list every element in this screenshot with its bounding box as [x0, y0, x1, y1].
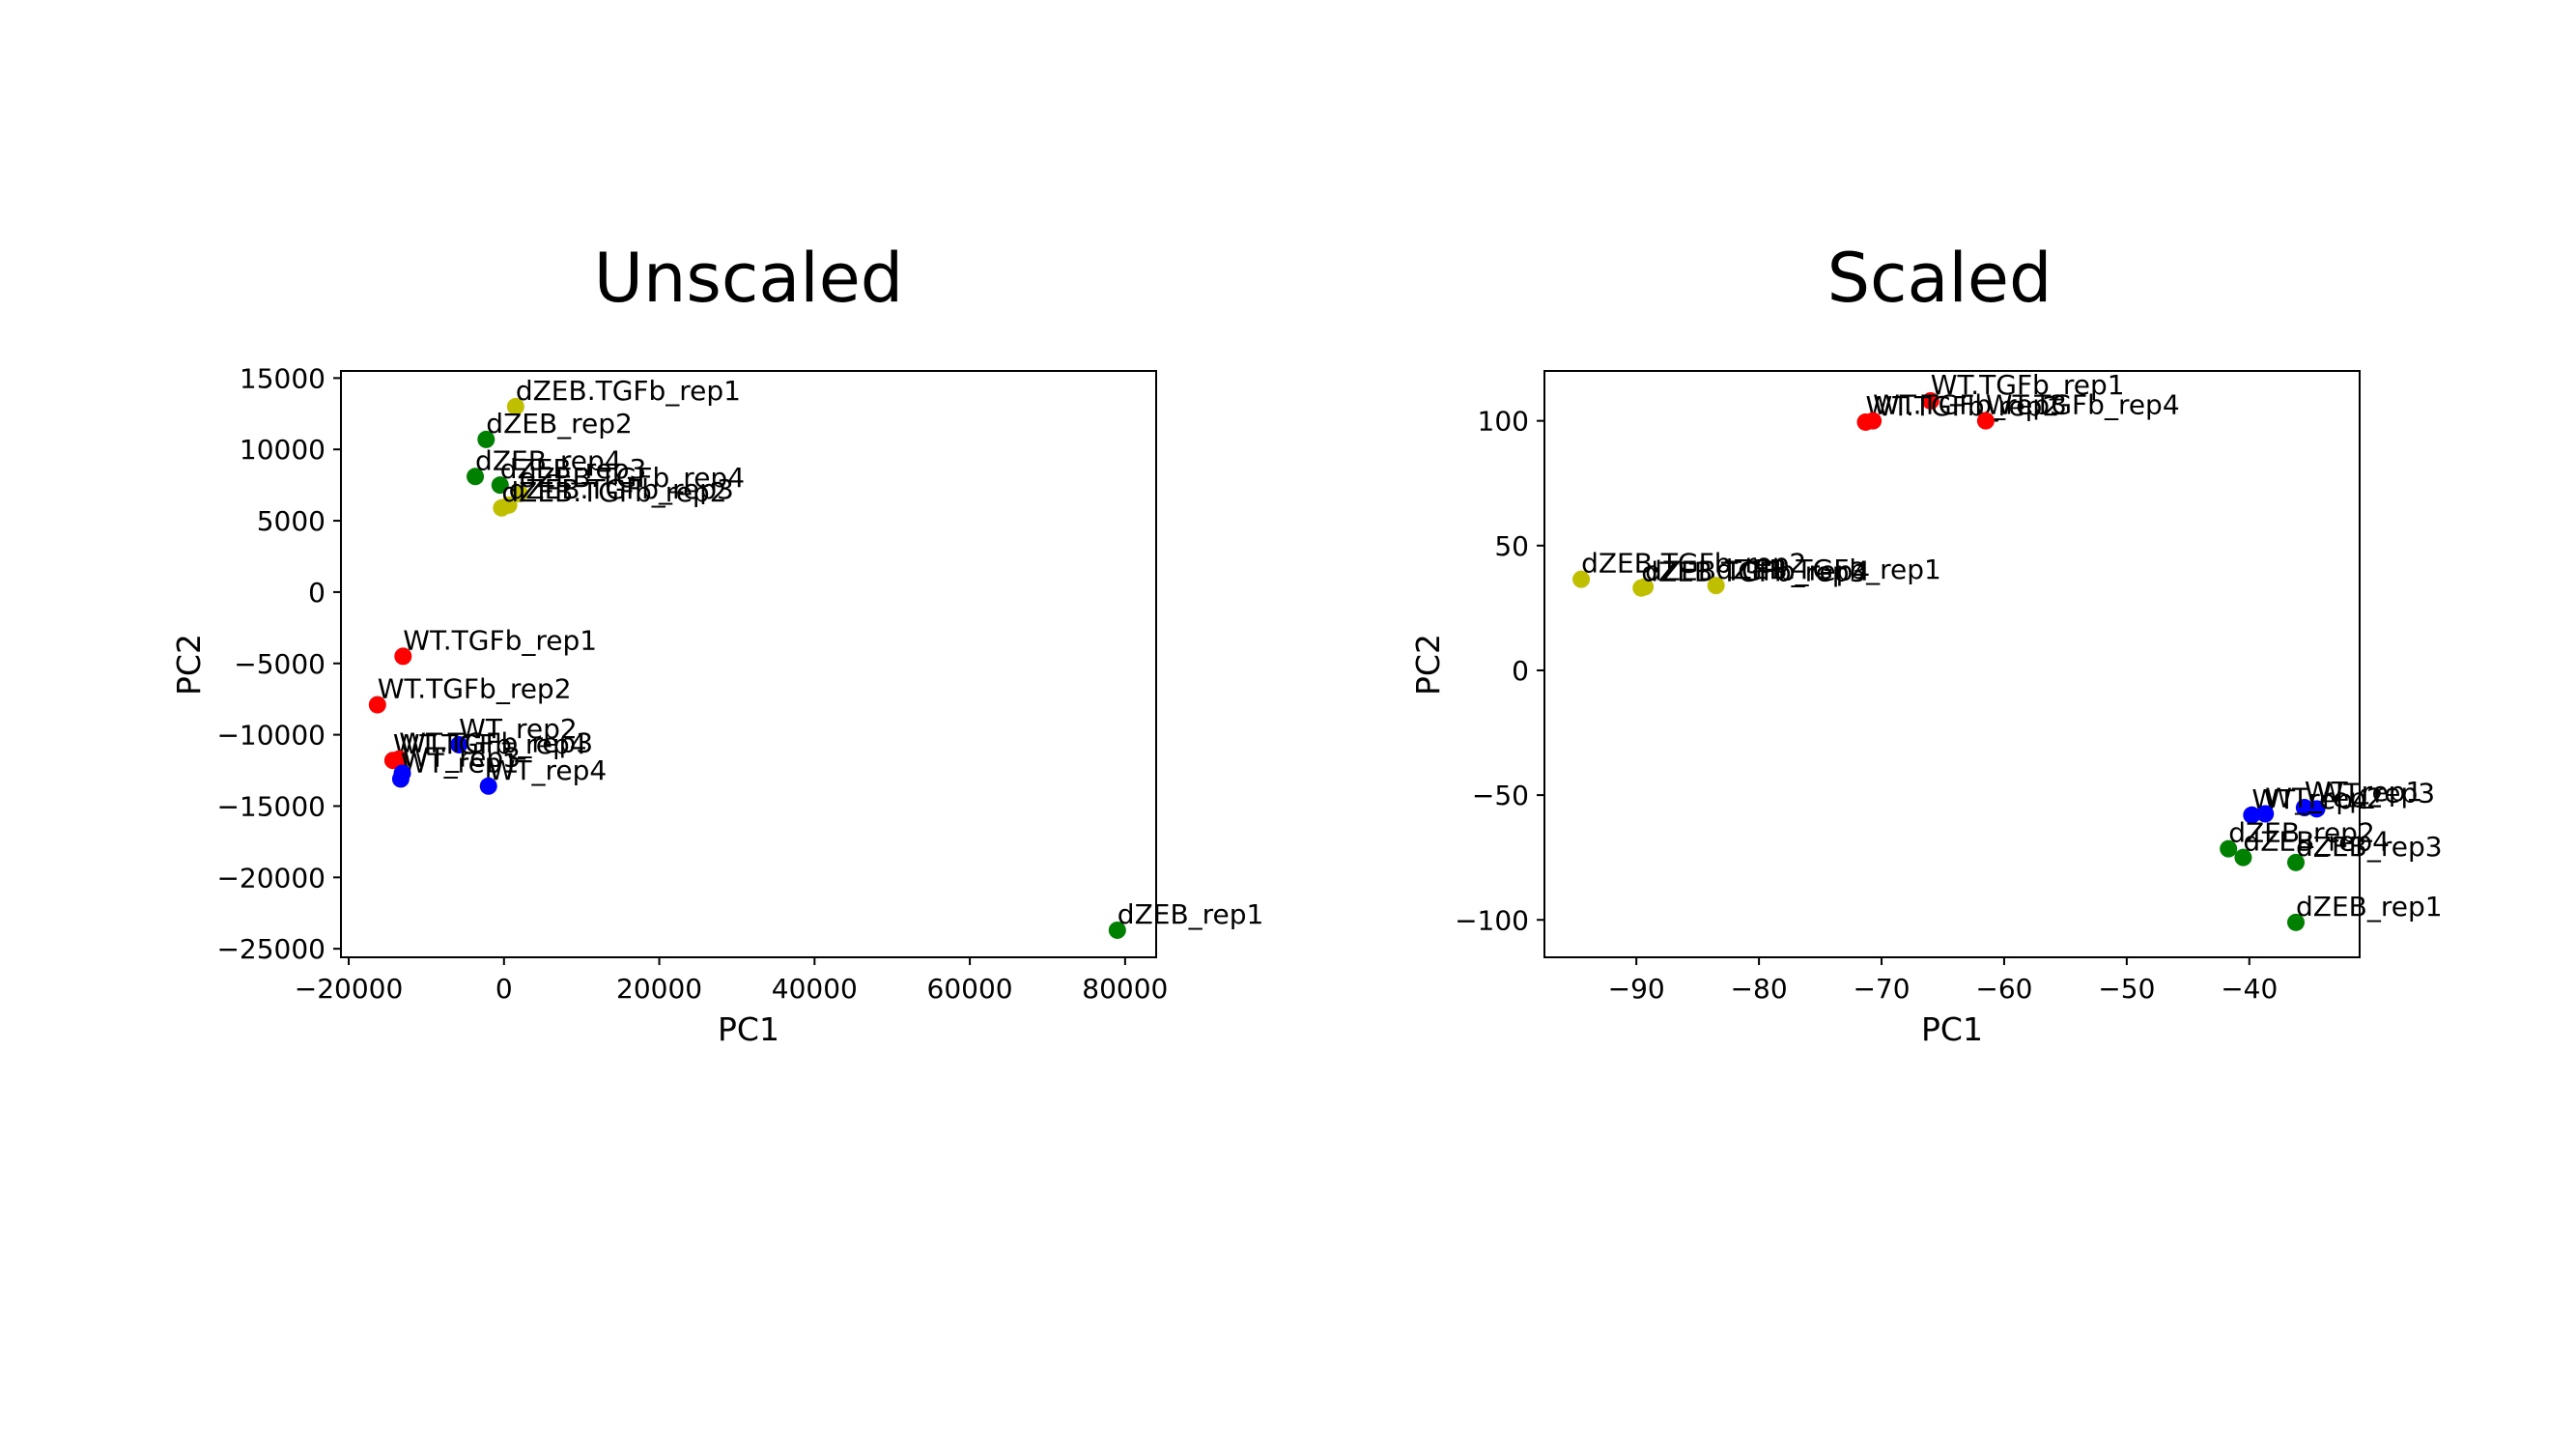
- point-label: WT_rep3: [2317, 777, 2436, 809]
- scatter-point: [510, 485, 528, 503]
- scatter-point: [491, 476, 509, 495]
- point-label: dZEB_rep2: [486, 408, 633, 440]
- scatter-point: [368, 696, 386, 714]
- scatter-point: [390, 750, 409, 768]
- scatter-point: [2256, 805, 2275, 823]
- point-label: WT.TGFb_rep3: [399, 727, 593, 759]
- points-scaled: WT.TGFb_rep1WT.TGFb_rep2WT.TGFb_rep3WT.T…: [1572, 369, 2443, 931]
- scatter-point: [2234, 848, 2252, 867]
- x-tick-label: 0: [495, 973, 513, 1005]
- x-axis-label-scaled: PC1: [1921, 1010, 1983, 1048]
- chart-title-unscaled: Unscaled: [594, 239, 903, 318]
- scatter-point: [2307, 800, 2326, 818]
- y-tick-label: 50: [1494, 530, 1529, 562]
- point-label: WT_rep3: [403, 741, 522, 773]
- point-label: WT.TGFb_rep2: [1866, 390, 2060, 422]
- point-label: WT.TGFb_rep4: [393, 728, 587, 760]
- point-label: WT.TGFb_rep4: [1986, 389, 2180, 421]
- point-label: dZEB.TGFb_rep4: [1645, 554, 1870, 586]
- x-tick-label: −50: [2098, 973, 2155, 1005]
- y-tick-label: 0: [1512, 655, 1529, 687]
- scatter-point: [450, 735, 468, 753]
- scatter-point: [1632, 579, 1651, 597]
- x-tick-label: −70: [1853, 973, 1910, 1005]
- point-label: dZEB_rep1: [1118, 898, 1264, 930]
- y-tick-label: −15000: [216, 790, 326, 822]
- x-tick-label: 80000: [1082, 973, 1168, 1005]
- scatter-point: [1572, 570, 1591, 588]
- point-label: dZEB.TGFb_rep3: [1641, 556, 1866, 588]
- y-tick-label: 15000: [240, 362, 326, 394]
- y-tick-label: −100: [1455, 904, 1529, 936]
- scatter-point: [479, 777, 497, 795]
- scatter-point: [393, 764, 411, 782]
- point-label: WT.TGFb_rep3: [1873, 389, 2067, 421]
- x-axis-label-unscaled: PC1: [718, 1010, 779, 1048]
- y-tick-label: 10000: [240, 434, 326, 466]
- point-label: dZEB.TGFb_rep2: [501, 476, 726, 508]
- x-tick-label: 40000: [772, 973, 858, 1005]
- x-tick-label: 20000: [616, 973, 702, 1005]
- y-tick-label: −5000: [234, 648, 326, 680]
- y-axis-label-scaled: PC2: [1409, 634, 1447, 696]
- point-label: dZEB_rep3: [500, 453, 647, 485]
- points-unscaled: dZEB.TGFb_rep1dZEB_rep2dZEB_rep4dZEB_rep…: [368, 375, 1264, 939]
- point-label: dZEB.TGFb_rep1: [516, 375, 741, 407]
- scatter-point: [1976, 412, 1995, 430]
- scatter-point: [467, 468, 485, 486]
- point-label: dZEB.TGFb_rep1: [1716, 554, 1941, 585]
- scatter-point: [394, 647, 412, 666]
- scatter-point: [1707, 577, 1725, 595]
- x-tick-label: −40: [2221, 973, 2278, 1005]
- scatter-point: [2287, 913, 2306, 931]
- y-tick-label: 0: [308, 577, 326, 609]
- ticks-scaled: −90 −80 −70 −60 −50 −40 100 50 0 −50 −100: [1455, 406, 2278, 1005]
- ticks-unscaled: −20000 0 20000 40000 60000 80000 15000 10000 500…: [216, 362, 1168, 1005]
- point-label: WT_rep2: [2265, 781, 2384, 813]
- scatter-point: [493, 498, 511, 517]
- point-label: dZEB.TGFb_rep4: [520, 462, 745, 494]
- point-label: dZEB.TGFb_rep3: [509, 473, 734, 505]
- y-tick-label: 5000: [257, 505, 326, 537]
- point-label: WT_rep4: [489, 754, 608, 786]
- plot-frame-scaled: [1543, 370, 2361, 958]
- point-label: dZEB_rep4: [475, 444, 622, 476]
- x-tick-label: −20000: [295, 973, 404, 1005]
- y-tick-label: −20000: [216, 862, 326, 894]
- scatter-point: [1864, 412, 1882, 430]
- point-label: dZEB_rep1: [2296, 891, 2443, 923]
- point-label: dZEB_rep3: [2296, 831, 2443, 863]
- chart-unscaled: Unscaled −20000 0 20000 40000 60000 80000 1500…: [170, 239, 1263, 1048]
- point-label: dZEB_rep2: [2228, 817, 2375, 849]
- y-tick-label: 100: [1478, 406, 1529, 438]
- y-tick-label: −10000: [216, 720, 326, 752]
- scatter-point: [2243, 806, 2261, 824]
- point-label: WT_rep2: [459, 713, 578, 745]
- point-label: WT_rep1: [401, 747, 519, 779]
- scatter-point: [477, 430, 495, 448]
- x-tick-label: −90: [1608, 973, 1665, 1005]
- plot-frame-unscaled: [340, 370, 1157, 958]
- point-label: WT.TGFb_rep1: [1931, 369, 2125, 401]
- scatter-point: [1108, 921, 1126, 939]
- point-label: WT_rep1: [2305, 776, 2423, 808]
- point-label: WT.TGFb_rep1: [403, 624, 597, 656]
- x-tick-label: −60: [1975, 973, 2032, 1005]
- point-label: dZEB_rep4: [2243, 826, 2390, 858]
- y-tick-label: −50: [1472, 780, 1529, 811]
- scatter-point: [1921, 391, 1939, 410]
- scatter-point: [2287, 853, 2306, 871]
- point-label: WT.TGFb_rep2: [378, 673, 572, 705]
- chart-scaled: Scaled −90 −80 −70 −60 −50 −40 100 50 0 −50 −100 W…: [1409, 239, 2443, 1048]
- point-label: dZEB.TGFb_rep2: [1581, 548, 1806, 580]
- x-tick-label: 60000: [927, 973, 1013, 1005]
- x-tick-label: −80: [1731, 973, 1788, 1005]
- chart-title-scaled: Scaled: [1827, 239, 2052, 318]
- y-tick-label: −25000: [216, 933, 326, 965]
- scatter-point: [506, 397, 524, 415]
- y-axis-label-unscaled: PC2: [170, 634, 208, 696]
- scatter-point: [2220, 839, 2238, 858]
